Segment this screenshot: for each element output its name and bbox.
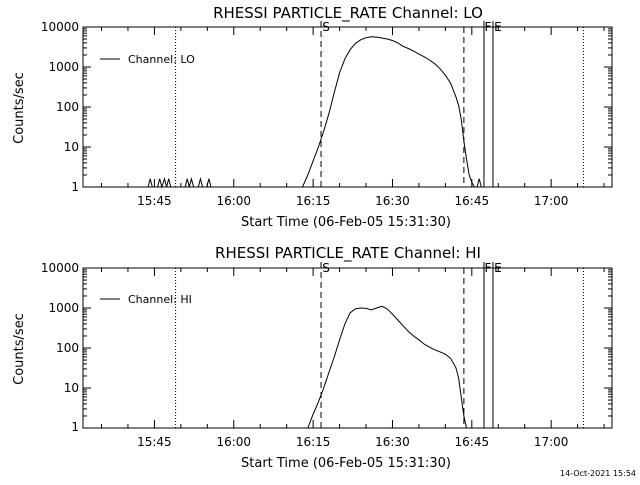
x-tick-label: 16:45: [455, 194, 490, 208]
plot-frame: [82, 26, 613, 188]
panel-lo: RHESSI PARTICLE_RATE Channel: LO 1 10 10…: [12, 4, 613, 230]
x-tick-label: 16:45: [455, 435, 490, 449]
x-tick-label: 16:30: [375, 435, 410, 449]
x-tick-label: 16:15: [296, 435, 331, 449]
x-tick-labels: 15:45 16:00 16:15 16:30 16:45 17:00: [137, 435, 568, 449]
y-axis-label: Counts/sec: [12, 72, 27, 144]
x-axis-label: Start Time (06-Feb-05 15:31:30): [241, 215, 451, 230]
y-tick-label: 10: [64, 381, 79, 395]
x-tick-label: 16:00: [216, 435, 251, 449]
x-tick-label: 16:00: [216, 194, 251, 208]
x-tick-label: 16:30: [375, 194, 410, 208]
chart-title: RHESSI PARTICLE_RATE Channel: HI: [215, 244, 481, 263]
y-tick-label: 10000: [41, 261, 79, 275]
y-tick-label: 10: [64, 140, 79, 154]
y-tick-label: 100: [56, 100, 79, 114]
x-axis-label: Start Time (06-Feb-05 15:31:30): [241, 456, 451, 471]
series-line: [307, 305, 467, 429]
series-line: [147, 36, 482, 189]
y-tick-label: 1000: [48, 60, 79, 74]
legend-label: Channel: LO: [128, 53, 195, 66]
legend-label: Channel: HI: [128, 293, 192, 306]
x-tick-label: 16:15: [296, 194, 331, 208]
y-tick-label: 1: [71, 420, 79, 434]
panel-hi: RHESSI PARTICLE_RATE Channel: HI 1 10 10…: [12, 244, 613, 471]
x-tick-label: 15:45: [137, 435, 172, 449]
x-tick-labels: 15:45 16:00 16:15 16:30 16:45 17:00: [137, 194, 568, 208]
y-tick-label: 10000: [41, 20, 79, 34]
x-tick-label: 15:45: [137, 194, 172, 208]
x-tick-label: 17:00: [534, 194, 569, 208]
footer-timestamp: 14-Oct-2021 15:54: [560, 469, 636, 478]
y-tick-label: 1: [71, 180, 79, 194]
x-tick-label: 17:00: [534, 435, 569, 449]
y-tick-labels: 1 10 100 1000 10000: [41, 261, 79, 434]
plot-frame: [82, 267, 613, 429]
y-tick-label: 1000: [48, 301, 79, 315]
y-tick-labels: 1 10 100 1000 10000: [41, 20, 79, 194]
y-tick-label: 100: [56, 341, 79, 355]
y-axis-label: Counts/sec: [12, 313, 27, 385]
chart-title: RHESSI PARTICLE_RATE Channel: LO: [213, 4, 483, 23]
